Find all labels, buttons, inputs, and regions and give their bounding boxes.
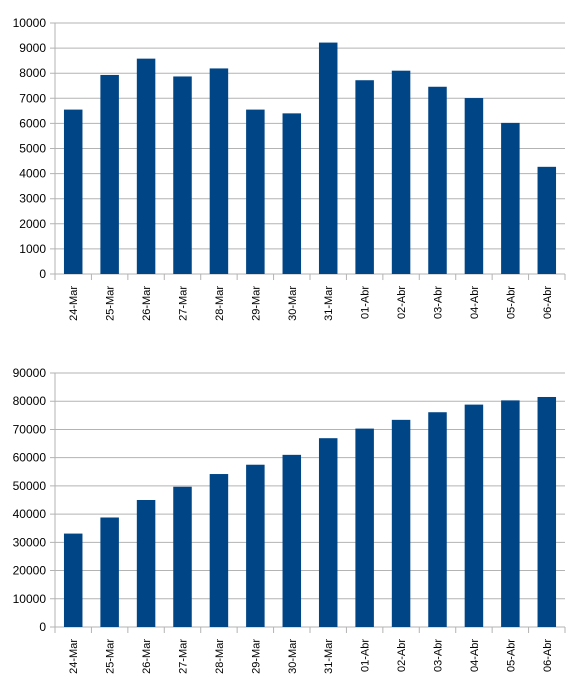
bar <box>428 86 447 274</box>
x-tick-label: 29-Mar <box>250 639 262 674</box>
bar <box>464 404 484 627</box>
bar <box>63 109 83 274</box>
bar <box>136 58 156 274</box>
y-tick-label: 40000 <box>13 507 47 521</box>
x-tick-label: 26-Mar <box>141 286 153 321</box>
x-tick-label: 02-Abr <box>396 286 408 319</box>
y-tick-label: 9000 <box>19 41 46 55</box>
x-tick-label: 27-Mar <box>178 286 190 321</box>
bar <box>246 109 265 274</box>
y-tick-label: 50000 <box>13 479 47 493</box>
bar <box>136 500 156 627</box>
y-tick-label: 0 <box>39 620 46 634</box>
x-tick-label: 24-Mar <box>68 639 80 674</box>
x-tick-label: 30-Mar <box>287 639 299 674</box>
x-tick-label: 30-Mar <box>287 286 299 321</box>
x-tick-label: 02-Abr <box>396 639 408 672</box>
y-tick-label: 4000 <box>19 167 46 181</box>
x-tick-label: 25-Mar <box>105 286 117 321</box>
y-tick-label: 60000 <box>13 451 47 465</box>
x-tick-label: 29-Mar <box>250 286 262 321</box>
x-tick-label: 05-Abr <box>505 286 517 319</box>
x-tick-label: 04-Abr <box>469 286 481 319</box>
bar <box>318 42 338 274</box>
y-tick-label: 6000 <box>19 116 46 130</box>
x-tick-label: 28-Mar <box>214 286 226 321</box>
x-tick-label: 24-Mar <box>68 286 80 321</box>
y-tick-label: 1000 <box>19 242 46 256</box>
bar <box>100 74 119 274</box>
bar <box>428 412 447 627</box>
x-tick-label: 27-Mar <box>178 639 190 674</box>
cumulative-bar-chart: 0 10000 20000 30000 40000 50000 60000 70000 8000… <box>13 366 566 674</box>
bar <box>209 68 229 274</box>
bar <box>63 533 83 627</box>
bar <box>100 517 119 627</box>
x-tick-label: 04-Abr <box>469 639 481 672</box>
x-tick-label: 01-Abr <box>360 639 372 672</box>
y-tick-label: 20000 <box>13 564 47 578</box>
y-tick-label: 90000 <box>13 366 47 380</box>
x-tick-label: 31-Mar <box>323 639 335 674</box>
bar <box>501 400 520 627</box>
bar <box>209 474 229 627</box>
y-tick-label: 2000 <box>19 217 46 231</box>
y-tick-label: 7000 <box>19 91 46 105</box>
y-tick-label: 80000 <box>13 394 47 408</box>
x-tick-label: 01-Abr <box>360 286 372 319</box>
bar <box>464 98 484 274</box>
bar <box>173 76 192 274</box>
y-tick-label: 5000 <box>19 142 46 156</box>
bar <box>246 464 265 627</box>
y-tick-label: 3000 <box>19 192 46 206</box>
bar <box>282 454 302 627</box>
x-tick-label: 26-Mar <box>141 639 153 674</box>
bar <box>318 438 338 627</box>
bar <box>282 113 302 274</box>
x-tick-label: 31-Mar <box>323 286 335 321</box>
y-tick-label: 10000 <box>13 592 47 606</box>
y-tick-label: 30000 <box>13 535 47 549</box>
y-tick-label: 10000 <box>13 16 47 30</box>
bar <box>537 396 557 627</box>
bar <box>355 428 374 627</box>
bar <box>391 419 411 627</box>
x-tick-label: 06-Abr <box>542 286 554 319</box>
x-tick-label: 03-Abr <box>433 639 445 672</box>
daily-bar-chart: 0 1000 2000 3000 4000 5000 6000 7000 8000 9000 100… <box>13 16 566 321</box>
x-tick-label: 25-Mar <box>105 639 117 674</box>
bar <box>391 70 411 274</box>
bar <box>537 166 557 274</box>
x-tick-label: 28-Mar <box>214 639 226 674</box>
x-tick-label: 03-Abr <box>433 286 445 319</box>
bar <box>501 122 520 274</box>
y-tick-label: 0 <box>39 267 46 281</box>
y-tick-label: 8000 <box>19 66 46 80</box>
bar <box>173 486 192 627</box>
x-tick-label: 05-Abr <box>505 639 517 672</box>
x-tick-label: 06-Abr <box>542 639 554 672</box>
y-tick-label: 70000 <box>13 422 47 436</box>
bar <box>355 80 374 274</box>
